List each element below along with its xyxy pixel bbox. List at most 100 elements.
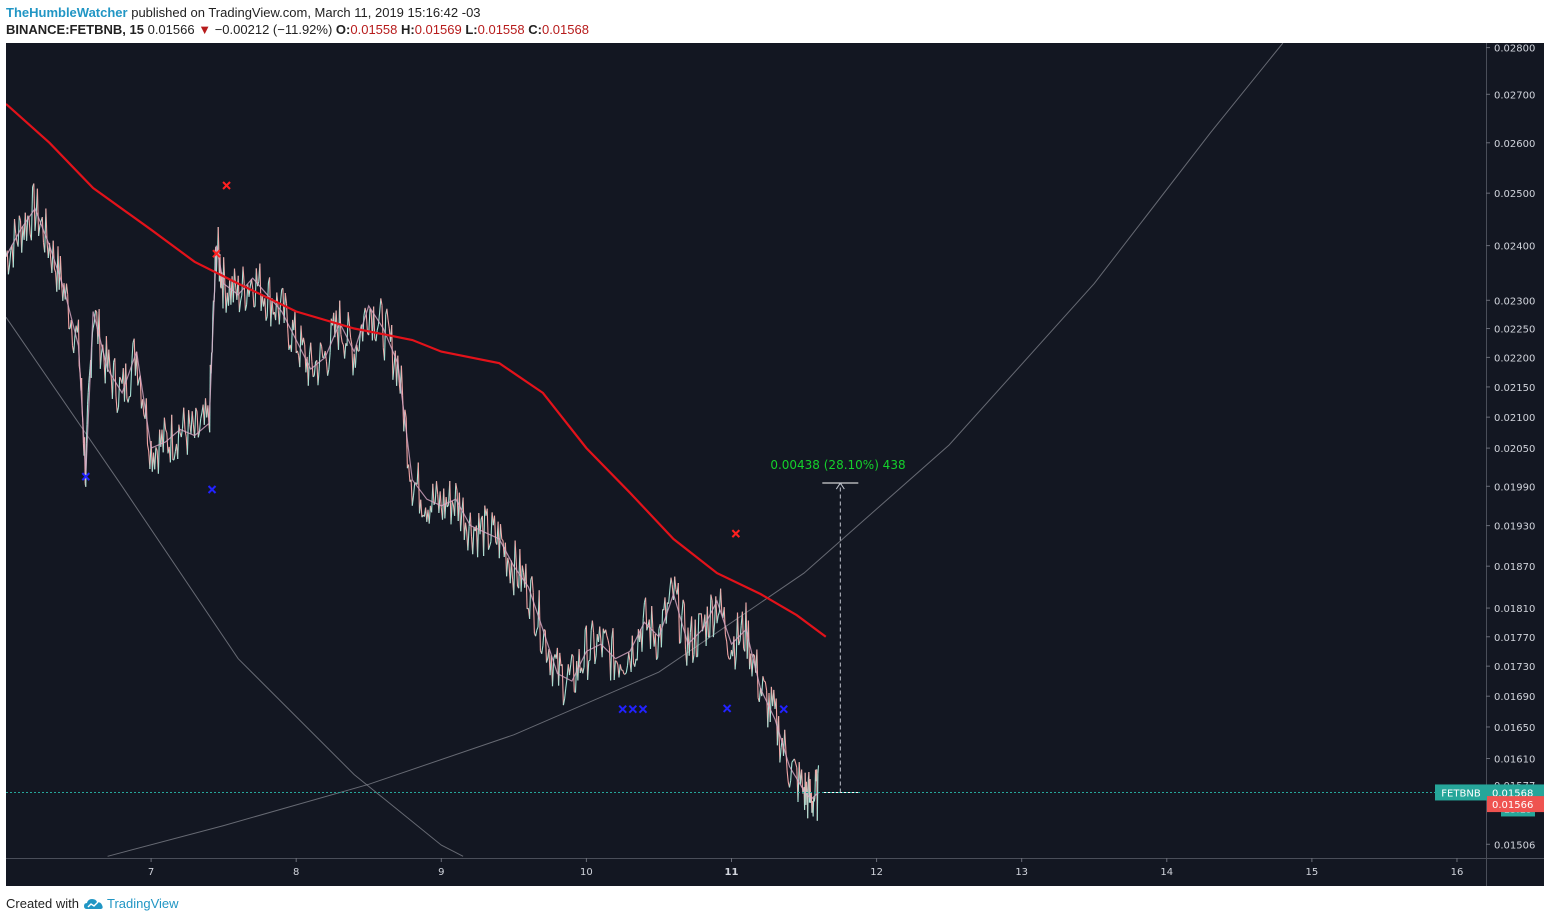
price-segment xyxy=(795,762,798,768)
price-segment xyxy=(634,658,637,667)
price-segment xyxy=(784,729,787,751)
y-tick-label: 0.01770 xyxy=(1494,633,1535,644)
price-segment xyxy=(595,634,598,656)
last-price: 0.01566 xyxy=(147,22,195,37)
price-segment xyxy=(391,324,394,380)
price-segment xyxy=(354,344,358,368)
price-segment xyxy=(545,658,549,663)
tradingview-logo[interactable]: TradingView xyxy=(83,896,179,911)
price-segment xyxy=(99,352,103,369)
price-segment xyxy=(28,218,31,235)
price-segment xyxy=(706,606,710,638)
high-label: H: xyxy=(401,22,415,37)
buy-marker xyxy=(207,485,217,494)
y-tick-label: 0.02050 xyxy=(1494,444,1535,455)
publisher-line: TheHumbleWatcher published on TradingVie… xyxy=(6,5,481,20)
price-segment xyxy=(583,629,586,668)
price-segment xyxy=(180,428,184,438)
moving-average-line xyxy=(6,103,827,638)
marker-stroke-b xyxy=(81,472,91,481)
arc-line-0 xyxy=(107,43,1284,857)
price-segment xyxy=(278,302,282,325)
price-segment xyxy=(9,250,12,265)
author-link[interactable]: TheHumbleWatcher xyxy=(6,5,128,20)
y-tick-label: 0.02400 xyxy=(1494,242,1535,253)
marker-stroke-b xyxy=(731,529,741,538)
price-segment xyxy=(521,565,525,573)
measure-arrow-icon xyxy=(835,482,845,490)
price-segment xyxy=(435,481,439,495)
x-tick-label: 15 xyxy=(1306,867,1319,878)
price-segment xyxy=(275,292,278,321)
y-tick-label: 0.02600 xyxy=(1494,139,1535,150)
price-segment xyxy=(21,226,24,253)
y-tick-label: 0.02100 xyxy=(1494,413,1535,424)
price-segment xyxy=(585,625,589,680)
price-segment xyxy=(165,429,168,433)
price-segment xyxy=(462,497,465,540)
price-segment xyxy=(154,447,157,470)
price-segment xyxy=(656,657,659,660)
marker-stroke-b xyxy=(212,249,221,258)
price-segment xyxy=(313,361,317,376)
price-segment xyxy=(17,215,20,247)
price-segment xyxy=(571,653,574,657)
price-segment xyxy=(194,407,197,439)
price-segment xyxy=(752,653,755,656)
price-segment xyxy=(610,638,613,681)
price-segment xyxy=(178,424,181,433)
price-segment xyxy=(710,594,713,601)
price-segment xyxy=(529,579,532,619)
price-segment xyxy=(599,626,602,641)
price-segment xyxy=(490,512,493,542)
price-segment xyxy=(807,779,809,819)
price-segment xyxy=(212,300,214,318)
price-segment xyxy=(266,282,269,317)
close-value: 0.01568 xyxy=(541,22,589,37)
price-segment xyxy=(625,665,629,673)
price-segment xyxy=(111,362,115,399)
x-tick-label: 13 xyxy=(1015,867,1028,878)
price-segment xyxy=(319,342,323,347)
price-chart[interactable]: 0.00438 (28.10%) 438 0.02800 0.02700 0.0260… xyxy=(6,43,1544,886)
price-segment xyxy=(756,649,759,698)
tradingview-brand: TradingView xyxy=(106,896,179,911)
price-segment xyxy=(92,322,95,329)
price-segment xyxy=(240,295,243,302)
price-segment xyxy=(410,479,413,506)
price-segment xyxy=(720,588,723,613)
y-tick-label: 0.02150 xyxy=(1494,383,1535,394)
price-segment xyxy=(582,667,585,674)
x-tick-label: 16 xyxy=(1451,867,1464,878)
buy-marker xyxy=(628,704,638,714)
price-segment xyxy=(657,628,660,658)
buy-marker xyxy=(81,472,91,481)
y-tick-label: 0.01870 xyxy=(1494,562,1535,573)
price-segment xyxy=(817,765,820,774)
price-segment xyxy=(543,628,546,631)
price-segment xyxy=(618,664,621,678)
price-segment xyxy=(601,628,604,658)
price-segment xyxy=(299,325,302,368)
price-segment xyxy=(606,635,609,641)
price-segment xyxy=(432,483,435,505)
arc-line-1 xyxy=(6,316,464,857)
price-segment xyxy=(697,613,700,657)
price-segment xyxy=(142,399,145,415)
price-segment xyxy=(450,501,453,525)
price-segment xyxy=(296,350,300,356)
price-segment xyxy=(700,613,704,632)
symbol-line: BINANCE:FETBNB, 15 0.01566 ▼ −0.00212 (−… xyxy=(6,22,589,37)
price-segment xyxy=(444,496,447,519)
y-tick-label: 0.02250 xyxy=(1494,325,1535,336)
price-segment xyxy=(570,654,573,665)
price-segment xyxy=(380,298,383,306)
price-segment xyxy=(400,365,404,396)
price-segment xyxy=(668,589,671,604)
y-tick-label: 0.01690 xyxy=(1494,692,1535,703)
price-segment xyxy=(232,268,236,303)
price-segment xyxy=(486,508,490,550)
price-segment xyxy=(631,635,635,663)
price-segment xyxy=(779,747,782,763)
price-change: −0.00212 (−11.92%) xyxy=(214,22,333,37)
